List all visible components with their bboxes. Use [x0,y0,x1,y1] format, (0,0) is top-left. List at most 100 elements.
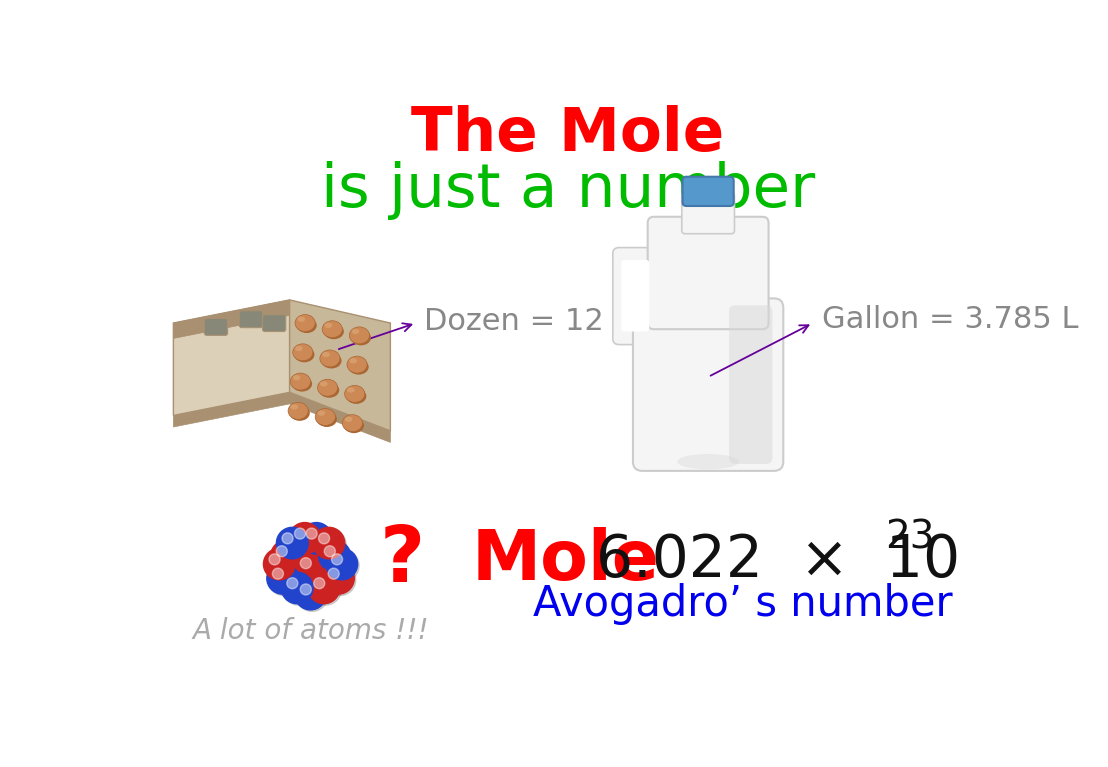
Ellipse shape [318,410,326,416]
Circle shape [328,550,359,581]
Circle shape [306,528,317,539]
Ellipse shape [317,412,337,427]
Circle shape [328,568,339,579]
Circle shape [310,574,341,605]
FancyBboxPatch shape [204,318,227,335]
Ellipse shape [319,382,339,398]
Ellipse shape [318,379,338,397]
Circle shape [273,542,304,573]
Circle shape [322,563,355,594]
Circle shape [269,554,280,565]
Circle shape [314,578,325,589]
Circle shape [325,546,336,557]
FancyBboxPatch shape [613,248,656,344]
Ellipse shape [349,327,369,344]
Circle shape [296,580,328,611]
Circle shape [295,528,306,539]
Ellipse shape [677,454,739,469]
Ellipse shape [295,347,315,362]
Polygon shape [173,393,390,443]
Circle shape [308,572,340,604]
Circle shape [281,533,294,544]
Ellipse shape [349,359,369,374]
Ellipse shape [342,415,362,432]
Circle shape [312,528,345,559]
Circle shape [331,554,342,565]
Circle shape [267,563,298,594]
Ellipse shape [345,416,352,422]
Ellipse shape [347,387,355,393]
Circle shape [300,558,311,568]
Circle shape [273,568,284,579]
Ellipse shape [293,375,300,380]
FancyBboxPatch shape [239,311,263,328]
Text: 23: 23 [885,518,934,556]
Circle shape [315,529,346,561]
Circle shape [287,578,298,589]
Circle shape [326,548,358,580]
Circle shape [300,522,332,554]
FancyBboxPatch shape [729,305,772,464]
Polygon shape [173,300,289,338]
Circle shape [295,552,327,584]
Ellipse shape [343,418,365,433]
Ellipse shape [288,403,308,420]
Text: Gallon = 3.785 L: Gallon = 3.785 L [822,304,1078,334]
FancyBboxPatch shape [683,176,733,206]
Circle shape [283,574,315,605]
Ellipse shape [291,376,312,392]
Circle shape [265,550,297,581]
Circle shape [295,578,327,610]
Ellipse shape [297,317,305,322]
Text: Dozen = 12: Dozen = 12 [423,307,604,336]
Ellipse shape [295,314,315,331]
Ellipse shape [321,353,341,368]
Circle shape [270,540,302,571]
Text: 6.022  ×  10: 6.022 × 10 [596,532,960,589]
Ellipse shape [324,324,343,339]
Ellipse shape [322,352,330,357]
Circle shape [296,554,328,585]
Polygon shape [173,300,289,416]
Ellipse shape [349,358,357,364]
Ellipse shape [347,356,367,373]
Ellipse shape [351,329,359,334]
Circle shape [320,542,352,573]
Ellipse shape [322,321,342,337]
Circle shape [276,528,308,559]
Text: The Mole: The Mole [411,105,725,164]
Text: is just a number: is just a number [320,161,815,220]
Text: Avogadro’ s number: Avogadro’ s number [533,583,953,625]
Circle shape [319,540,350,571]
FancyBboxPatch shape [263,314,286,331]
Circle shape [290,524,322,555]
Ellipse shape [295,346,302,351]
Text: ?: ? [379,522,424,598]
Ellipse shape [345,385,365,403]
Circle shape [289,522,320,554]
FancyBboxPatch shape [633,298,783,471]
Circle shape [264,548,295,580]
Ellipse shape [351,330,371,345]
FancyBboxPatch shape [648,217,769,329]
Ellipse shape [290,404,298,410]
Circle shape [276,546,287,557]
Ellipse shape [297,318,317,333]
Text: A lot of atoms !!!: A lot of atoms !!! [192,617,429,645]
Circle shape [300,584,311,595]
FancyBboxPatch shape [681,193,735,234]
FancyBboxPatch shape [622,260,649,331]
Circle shape [302,524,334,555]
Circle shape [281,572,312,604]
Ellipse shape [293,344,312,360]
Ellipse shape [289,406,310,421]
Ellipse shape [315,409,336,426]
Ellipse shape [320,381,328,387]
Circle shape [318,533,329,544]
Ellipse shape [320,350,340,367]
Circle shape [278,529,310,561]
Polygon shape [289,300,390,431]
Ellipse shape [325,323,332,328]
Text: Mole: Mole [472,527,659,594]
Ellipse shape [346,389,367,404]
